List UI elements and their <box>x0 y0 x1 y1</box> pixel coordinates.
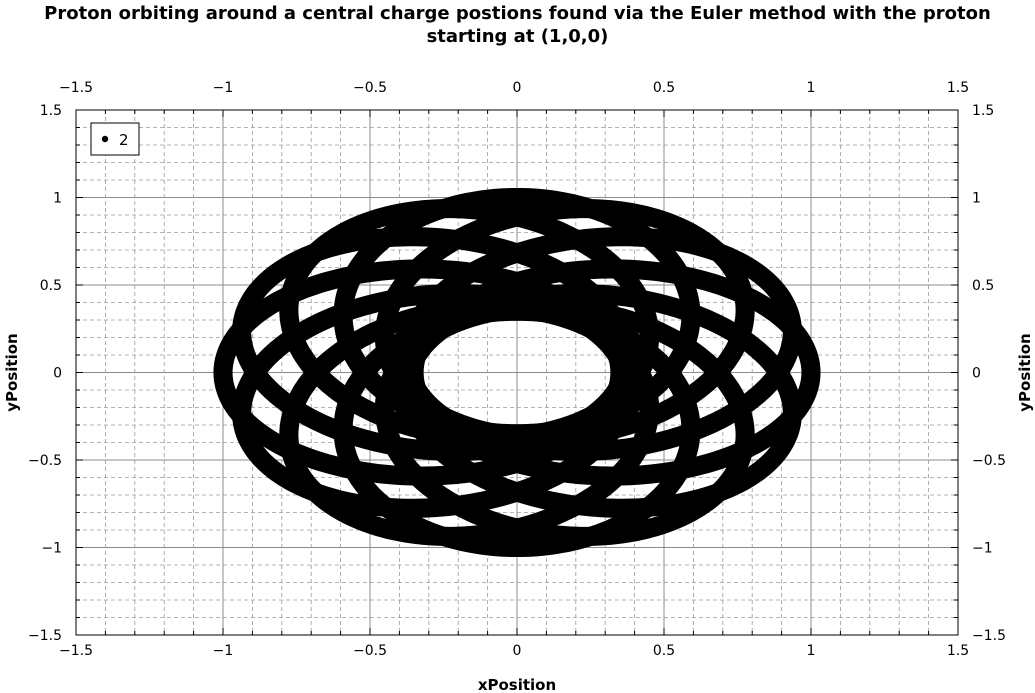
y-tick-label-right: 1.5 <box>972 103 994 119</box>
orbit-series <box>213 187 821 558</box>
x-tick-label-top: 0 <box>513 80 522 96</box>
chart-title-line-1: Proton orbiting around a central charge … <box>44 3 991 24</box>
y-tick-label-right: −1.5 <box>972 628 1006 644</box>
y-tick-label-right: 1 <box>972 191 981 207</box>
chart-title-line-2: starting at (1,0,0) <box>426 26 609 47</box>
orbit-lobe <box>279 199 660 448</box>
x-tick-label-bottom: 1.5 <box>947 643 969 659</box>
y-tick-label-left: 0 <box>53 366 62 382</box>
x-tick-label-top: −1 <box>213 80 234 96</box>
y-tick-label-left: −1.5 <box>28 628 62 644</box>
x-tick-label-bottom: −1.5 <box>59 643 93 659</box>
y-tick-label-right: −1 <box>972 541 993 557</box>
x-tick-label-bottom: 0 <box>513 643 522 659</box>
x-tick-label-top: 1 <box>807 80 816 96</box>
y-tick-label-left: −1 <box>41 541 62 557</box>
x-tick-label-top: −0.5 <box>353 80 387 96</box>
x-tick-label-bottom: 1 <box>807 643 816 659</box>
x-tick-label-bottom: −1 <box>213 643 234 659</box>
chart-title: Proton orbiting around a central charge … <box>0 2 1035 48</box>
y-tick-label-right: −0.5 <box>972 453 1006 469</box>
y-tick-label-left: 1.5 <box>40 103 62 119</box>
axis-ticks <box>75 109 959 636</box>
y-tick-label-left: 0.5 <box>40 278 62 294</box>
x-tick-label-bottom: 0.5 <box>653 643 675 659</box>
x-tick-label-bottom: −0.5 <box>353 643 387 659</box>
y-axis-label-right: yPosition <box>1016 333 1034 411</box>
orbit-lobe <box>333 187 701 444</box>
tick-labels: −1.5−1.5−1−1−0.5−0.5000.50.5111.51.5−1.5… <box>28 80 1006 659</box>
x-tick-label-top: −1.5 <box>59 80 93 96</box>
x-tick-label-top: 1.5 <box>947 80 969 96</box>
legend-label: 2 <box>119 131 129 149</box>
y-tick-label-right: 0.5 <box>972 278 994 294</box>
y-tick-label-left: −0.5 <box>28 453 62 469</box>
legend-marker <box>101 135 109 143</box>
y-tick-label-left: 1 <box>53 191 62 207</box>
legend-box <box>90 122 140 156</box>
legend: 2 <box>90 122 140 156</box>
x-axis-label: xPosition <box>478 676 556 693</box>
y-tick-label-right: 0 <box>972 366 981 382</box>
x-tick-label-top: 0.5 <box>653 80 675 96</box>
orbit-lobe <box>232 227 637 461</box>
y-axis-label-left: yPosition <box>3 333 21 411</box>
